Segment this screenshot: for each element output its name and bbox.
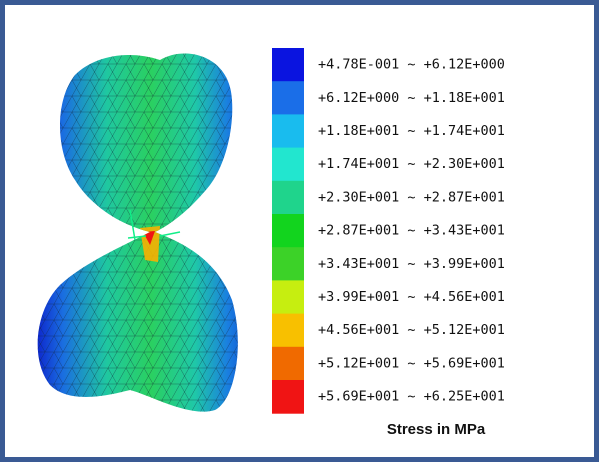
legend-label: +5.69E+001 ~ +6.25E+001 bbox=[318, 389, 505, 405]
legend-swatch bbox=[272, 247, 304, 281]
legend-swatch bbox=[272, 114, 304, 148]
legend-caption: Stress in MPa bbox=[387, 421, 486, 438]
legend-swatch bbox=[272, 280, 304, 314]
legend-label: +3.99E+001 ~ +4.56E+001 bbox=[318, 289, 505, 305]
legend-label: +3.43E+001 ~ +3.99E+001 bbox=[318, 256, 505, 272]
legend-label: +4.56E+001 ~ +5.12E+001 bbox=[318, 322, 505, 338]
legend-swatch bbox=[272, 181, 304, 215]
legend-label: +1.18E+001 ~ +1.74E+001 bbox=[318, 123, 505, 139]
legend-label: +4.78E-001 ~ +6.12E+000 bbox=[318, 57, 505, 73]
legend-swatch bbox=[272, 81, 304, 115]
legend-swatch bbox=[272, 214, 304, 248]
legend-swatch bbox=[272, 380, 304, 414]
legend-label: +5.12E+001 ~ +5.69E+001 bbox=[318, 355, 505, 371]
legend-label: +6.12E+000 ~ +1.18E+001 bbox=[318, 90, 505, 106]
legend-swatch bbox=[272, 314, 304, 348]
legend-label: +1.74E+001 ~ +2.30E+001 bbox=[318, 156, 505, 172]
legend-label: +2.30E+001 ~ +2.87E+001 bbox=[318, 189, 505, 205]
legend-swatch bbox=[272, 148, 304, 182]
figure: +4.78E-001 ~ +6.12E+000 +6.12E+000 ~ +1.1… bbox=[0, 0, 599, 462]
legend-swatch bbox=[272, 48, 304, 82]
legend-swatch bbox=[272, 347, 304, 381]
legend-label: +2.87E+001 ~ +3.43E+001 bbox=[318, 223, 505, 239]
